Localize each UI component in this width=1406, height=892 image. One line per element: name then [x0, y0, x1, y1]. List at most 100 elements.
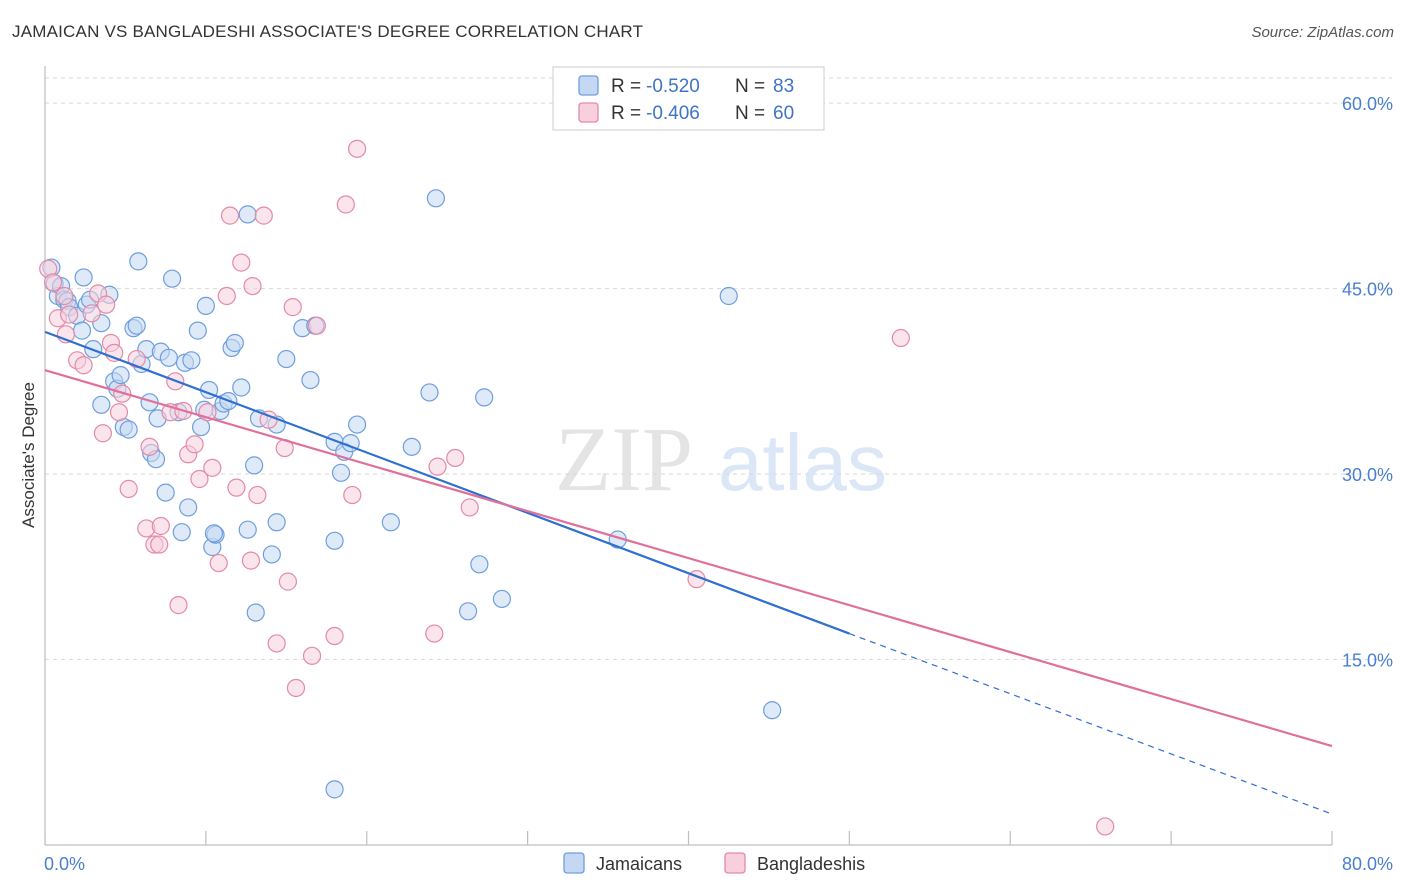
legend-label-bangladeshis: Bangladeshis — [757, 854, 865, 874]
bangladeshi-point — [241, 551, 261, 570]
jamaican-point — [325, 780, 344, 799]
bangladeshi-point — [169, 596, 188, 615]
bangladeshi-point — [97, 295, 116, 314]
bangladeshi-point — [220, 206, 240, 225]
bangladeshi-point — [127, 349, 146, 369]
bangladeshis-r-value: -0.406 — [646, 103, 700, 124]
legend-swatch-bangladeshis — [724, 852, 746, 874]
jamaican-point — [492, 589, 511, 609]
jamaican-point — [232, 378, 251, 397]
jamaican-point — [111, 366, 130, 385]
stats-box: R = -0.520 N = 83 R = -0.406 N = 60 — [552, 66, 825, 131]
jamaican-point — [470, 555, 489, 574]
jamaican-point — [325, 531, 344, 550]
jamaican-point — [402, 437, 421, 456]
jamaican-point — [179, 498, 198, 517]
y-tick-label: 45.0% — [1342, 280, 1393, 300]
bangladeshi-point — [267, 634, 286, 653]
x-tick-label-max: 80.0% — [1342, 854, 1393, 874]
bangladeshi-point — [232, 253, 251, 272]
jamaican-point — [262, 545, 281, 564]
jamaicans-r-label: R = — [611, 76, 641, 97]
bangladeshi-point — [1096, 817, 1115, 836]
y-tick-label: 15.0% — [1342, 651, 1393, 671]
bangladeshis-trend-line — [44, 369, 1333, 748]
jamaicans-trend-line — [44, 330, 850, 635]
jamaican-point — [129, 252, 148, 271]
bangladeshi-point — [891, 328, 910, 348]
bangladeshi-point — [243, 276, 262, 296]
jamaican-point — [162, 269, 182, 288]
bangladeshi-point — [55, 286, 74, 306]
bangladeshi-point — [209, 553, 228, 573]
bangladeshi-point — [74, 356, 93, 375]
jamaican-point — [238, 205, 257, 224]
x-tick-label-min: 0.0% — [44, 854, 85, 874]
bangladeshis-n-label: N = — [735, 103, 765, 124]
bangladeshi-point — [347, 139, 367, 158]
bangladeshi-point — [190, 469, 209, 489]
x-tick-marks — [44, 831, 1333, 845]
jamaican-point — [475, 388, 494, 407]
bangladeshi-point — [109, 403, 129, 422]
jamaican-point — [420, 383, 439, 402]
bangladeshi-point — [283, 298, 302, 317]
jamaican-point — [196, 296, 215, 315]
jamaican-point — [92, 395, 111, 414]
jamaican-point — [204, 524, 224, 543]
bangladeshi-point — [151, 516, 170, 536]
bangladeshi-point — [227, 478, 246, 497]
jamaican-point — [426, 189, 446, 208]
bangladeshi-point — [286, 678, 306, 698]
jamaican-point — [331, 463, 351, 482]
source-credit: Source: ZipAtlas.com — [1251, 24, 1394, 41]
jamaican-point — [381, 513, 400, 532]
jamaican-point — [72, 321, 92, 340]
jamaican-point — [347, 415, 367, 434]
jamaican-point — [172, 523, 191, 542]
jamaican-point — [267, 513, 286, 532]
jamaican-point — [301, 370, 320, 390]
grid-lines — [45, 77, 1392, 661]
bangladeshi-point — [446, 448, 465, 468]
jamaican-point — [277, 349, 296, 369]
bangladeshi-point — [43, 273, 63, 292]
jamaican-point — [245, 456, 264, 475]
bangladeshis-points — [39, 139, 1115, 836]
jamaican-point — [156, 483, 175, 502]
bangladeshi-point — [119, 479, 138, 498]
bangladeshi-point — [428, 457, 447, 476]
bangladeshi-point — [185, 435, 204, 454]
y-tick-labels: 15.0% 30.0% 45.0% 60.0% — [1342, 94, 1393, 670]
bangladeshi-point — [425, 624, 444, 643]
bangladeshi-point — [460, 498, 479, 517]
jamaicans-r-value: -0.520 — [646, 76, 700, 97]
y-tick-label: 30.0% — [1342, 465, 1393, 485]
jamaicans-trend-extension — [849, 632, 1333, 815]
watermark-atlas: atlas — [718, 418, 887, 507]
jamaican-point — [182, 351, 201, 370]
jamaicans-n-label: N = — [735, 76, 765, 97]
legend: Jamaicans Bangladeshis — [563, 852, 865, 874]
bangladeshi-point — [254, 206, 273, 225]
jamaicans-stats-swatch — [578, 75, 599, 96]
jamaicans-n-value: 83 — [773, 76, 794, 97]
jamaican-point — [459, 602, 478, 621]
jamaican-point — [719, 286, 738, 306]
jamaican-point — [127, 316, 146, 335]
bangladeshi-point — [203, 458, 222, 477]
bangladeshi-point — [140, 437, 159, 456]
legend-swatch-jamaicans — [563, 852, 585, 874]
y-axis-label: Associate's Degree — [19, 382, 38, 528]
bangladeshi-point — [82, 304, 101, 323]
bangladeshi-point — [93, 424, 113, 443]
bangladeshi-point — [336, 195, 355, 214]
jamaican-point — [225, 333, 244, 353]
bangladeshi-point — [60, 305, 79, 324]
jamaican-point — [238, 520, 257, 539]
bangladeshi-point — [248, 485, 267, 505]
jamaican-point — [246, 603, 265, 622]
bangladeshis-stats-swatch — [578, 102, 599, 123]
bangladeshi-point — [150, 535, 169, 554]
y-tick-label: 60.0% — [1342, 94, 1393, 114]
